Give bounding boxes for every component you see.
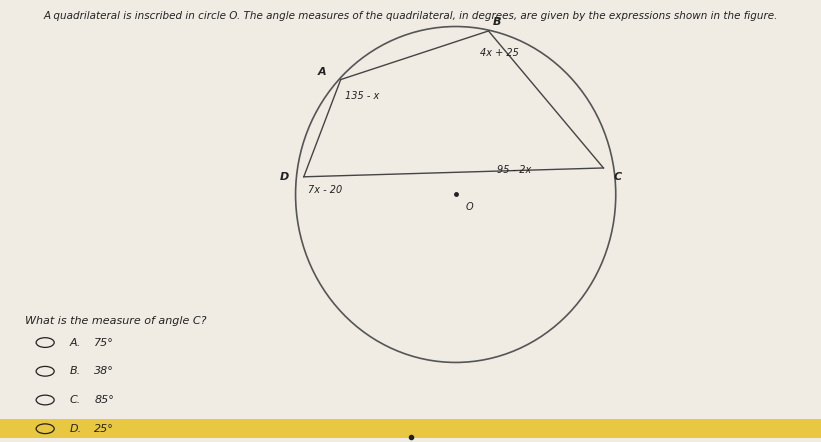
Text: What is the measure of angle C?: What is the measure of angle C? [25, 316, 206, 326]
Text: D: D [280, 172, 289, 182]
Text: 38°: 38° [94, 366, 114, 376]
Text: C: C [613, 172, 621, 183]
Text: A: A [317, 67, 326, 77]
Text: 75°: 75° [94, 338, 114, 347]
Text: C.: C. [70, 395, 81, 405]
Text: 85°: 85° [94, 395, 114, 405]
Text: B: B [493, 17, 501, 27]
Text: D.: D. [70, 424, 82, 434]
Bar [0, 419, 821, 438]
Text: 4x + 25: 4x + 25 [480, 48, 519, 58]
Text: 25°: 25° [94, 424, 114, 434]
Text: 135 - x: 135 - x [345, 91, 379, 101]
Text: A.: A. [70, 338, 81, 347]
Text: A quadrilateral is inscribed in circle O. The angle measures of the quadrilatera: A quadrilateral is inscribed in circle O… [44, 11, 777, 21]
Text: B.: B. [70, 366, 81, 376]
Text: 95 - 2x: 95 - 2x [497, 165, 531, 175]
Text: 7x - 20: 7x - 20 [308, 185, 342, 195]
Text: O: O [466, 202, 473, 213]
